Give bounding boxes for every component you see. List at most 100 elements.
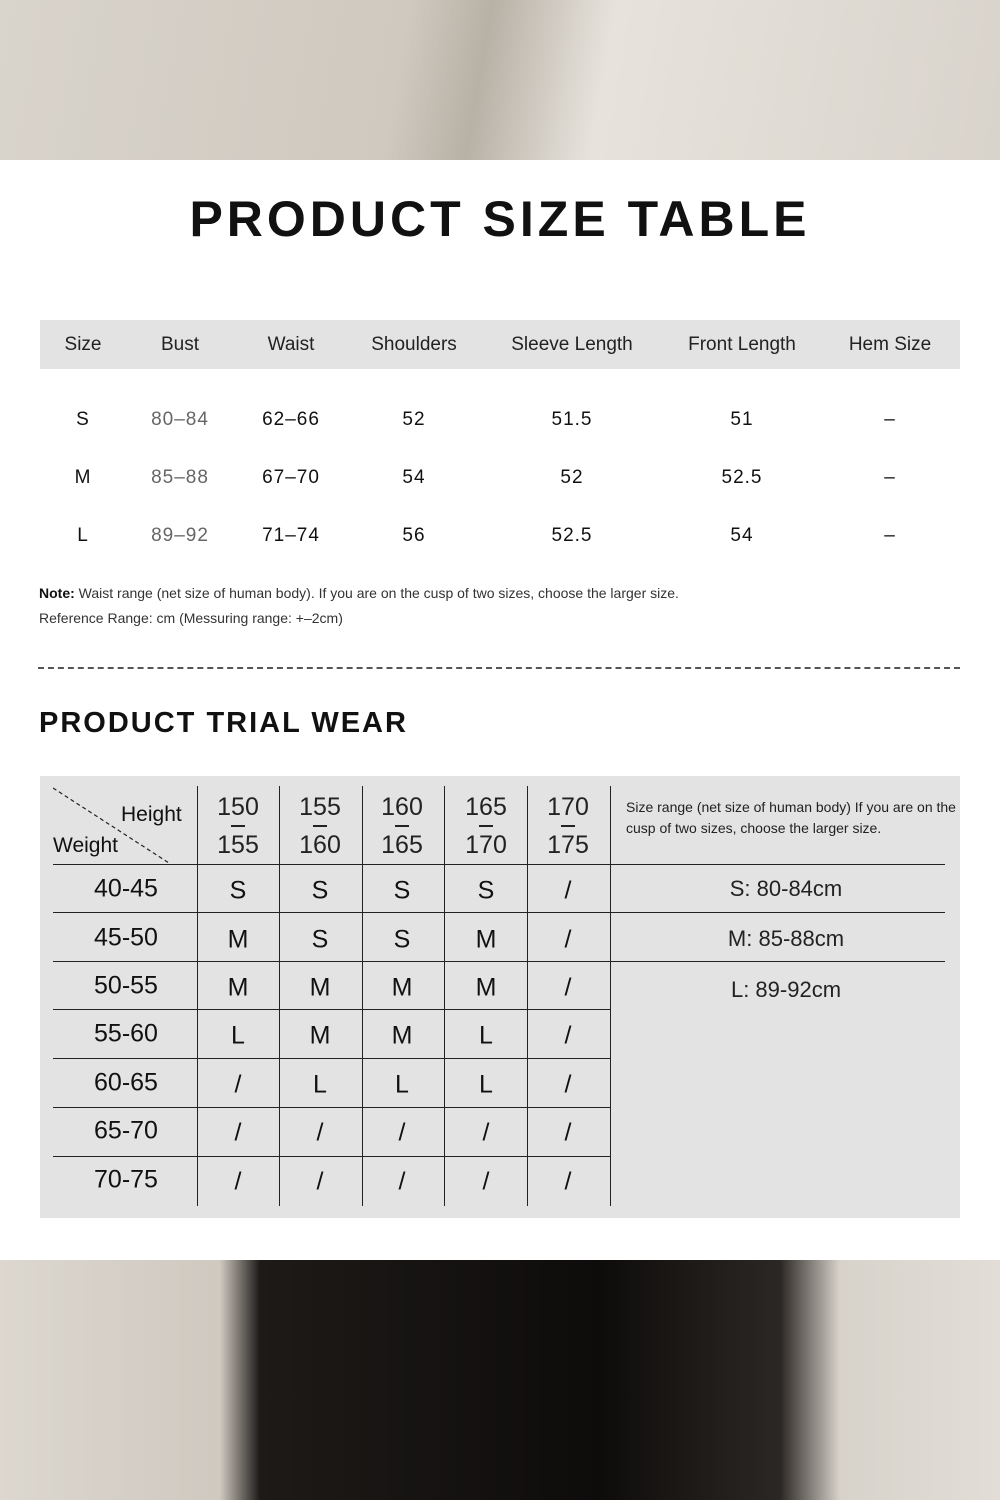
size-range: S: 80-84cm [729, 876, 843, 901]
height-from: 160 [381, 793, 423, 821]
trial-title: PRODUCT TRIAL WEAR [39, 707, 408, 739]
page-title: PRODUCT SIZE TABLE [189, 191, 811, 247]
column-header: Size [64, 334, 102, 355]
corner-weight: Weight [53, 834, 118, 857]
table-cell: L [77, 525, 89, 546]
height-header: 170 175 [533, 792, 603, 860]
weight-label: 50-55 [94, 971, 158, 1000]
size-cell: S [393, 876, 411, 905]
divider [38, 667, 960, 669]
size-cell: / [564, 1070, 572, 1099]
reference-range: Reference Range: cm (Messuring range: +–… [39, 610, 343, 626]
height-from: 150 [217, 793, 259, 821]
table-cell: – [884, 525, 896, 546]
height-to: 160 [299, 831, 341, 859]
size-cell: / [564, 876, 572, 905]
column-header: Front Length [688, 334, 796, 355]
range-dash [395, 825, 409, 827]
height-header: 155 160 [285, 792, 355, 860]
table-cell: 52 [560, 467, 584, 488]
table-cell: – [884, 409, 896, 430]
grid-line-vertical [610, 786, 611, 1206]
size-cell: M [391, 1021, 413, 1050]
column-header: Hem Size [848, 334, 932, 355]
table-cell: M [74, 467, 92, 488]
size-cell: / [564, 1167, 572, 1196]
weight-label: 55-60 [94, 1019, 158, 1048]
table-cell: 89–92 [151, 525, 209, 546]
table-cell: – [884, 467, 896, 488]
grid-line-horizontal [53, 912, 945, 913]
size-cell: M [475, 973, 497, 1002]
size-cell: M [227, 973, 249, 1002]
table-cell: 71–74 [262, 525, 320, 546]
table-cell: 67–70 [262, 467, 320, 488]
weight-label: 65-70 [94, 1116, 158, 1145]
diagonal-line [53, 787, 170, 864]
grid-line-horizontal [53, 1009, 610, 1010]
table-cell: S [76, 409, 90, 430]
size-cell: / [482, 1167, 490, 1196]
size-cell: / [316, 1118, 324, 1147]
size-cell: / [316, 1167, 324, 1196]
grid-line-horizontal [53, 961, 945, 962]
height-to: 170 [465, 831, 507, 859]
size-cell: / [398, 1118, 406, 1147]
size-cell: M [309, 973, 331, 1002]
table-cell: 52 [402, 409, 426, 430]
table-cell: 80–84 [151, 409, 209, 430]
table-cell: 54 [402, 467, 426, 488]
note-label: Note: [39, 585, 75, 601]
size-table-header [40, 320, 960, 369]
note-line: Note: Waist range (net size of human bod… [39, 585, 679, 601]
height-to: 175 [547, 831, 589, 859]
grid-line-horizontal [53, 864, 945, 865]
bottom-photo [0, 1260, 1000, 1500]
size-cell: / [564, 973, 572, 1002]
weight-label: 60-65 [94, 1068, 158, 1097]
range-dash [479, 825, 493, 827]
table-cell: 85–88 [151, 467, 209, 488]
size-cell: S [311, 876, 329, 905]
weight-label: 70-75 [94, 1165, 158, 1194]
grid-line-vertical [279, 786, 280, 1206]
size-cell: / [234, 1167, 242, 1196]
size-cell: L [479, 1070, 493, 1099]
column-header: Waist [267, 334, 315, 355]
height-to: 165 [381, 831, 423, 859]
size-cell: / [564, 1021, 572, 1050]
table-cell: 62–66 [262, 409, 320, 430]
weight-label: 45-50 [94, 923, 158, 952]
size-range: M: 85-88cm [727, 926, 845, 951]
trial-table [40, 776, 960, 1218]
range-dash [561, 825, 575, 827]
size-cell: L [231, 1021, 245, 1050]
column-header: Shoulders [371, 334, 457, 355]
height-header: 160 165 [367, 792, 437, 860]
table-cell: 52.5 [721, 467, 763, 488]
top-photo [0, 0, 1000, 160]
table-cell: 52.5 [551, 525, 593, 546]
size-cell: S [311, 925, 329, 954]
table-cell: 56 [402, 525, 426, 546]
size-cell: / [234, 1070, 242, 1099]
size-cell: M [309, 1021, 331, 1050]
size-cell: / [564, 925, 572, 954]
size-cell: M [475, 925, 497, 954]
size-cell: / [234, 1118, 242, 1147]
range-note: Size range (net size of human body) If y… [626, 799, 956, 836]
table-cell: 54 [730, 525, 754, 546]
column-header: Bust [160, 334, 200, 355]
height-header: 165 170 [451, 792, 521, 860]
weight-label: 40-45 [94, 874, 158, 903]
height-to: 155 [217, 831, 259, 859]
grid-line-horizontal [53, 1058, 610, 1059]
note-text: Waist range (net size of human body). If… [74, 585, 679, 601]
grid-line-vertical [197, 786, 198, 1206]
height-from: 155 [299, 793, 341, 821]
height-from: 170 [547, 793, 589, 821]
size-range: L: 89-92cm [730, 977, 842, 1002]
grid-line-horizontal [53, 1156, 610, 1157]
height-from: 165 [465, 793, 507, 821]
size-cell: / [482, 1118, 490, 1147]
